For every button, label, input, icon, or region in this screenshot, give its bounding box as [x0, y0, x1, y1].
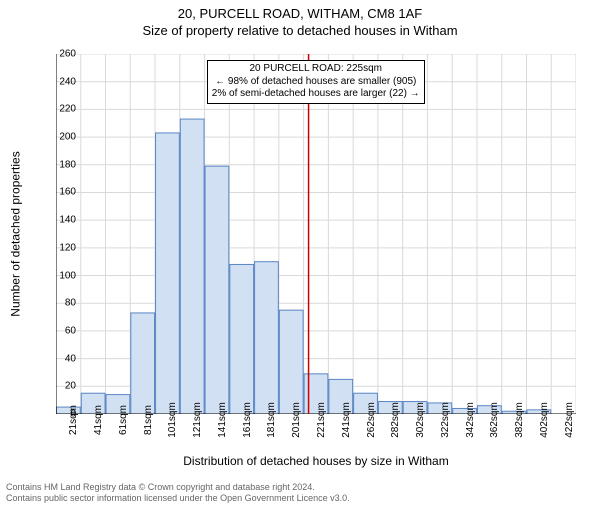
x-tick: 221sqm — [316, 402, 327, 438]
marker-annotation: 20 PURCELL ROAD: 225sqm← 98% of detached… — [207, 60, 425, 104]
x-tick: 302sqm — [415, 402, 426, 438]
y-tick: 200 — [48, 132, 76, 143]
footer-attribution: Contains HM Land Registry data © Crown c… — [6, 482, 350, 504]
y-tick: 260 — [48, 49, 76, 60]
histogram-chart: 20 PURCELL ROAD: 225sqm← 98% of detached… — [56, 54, 576, 414]
x-tick: 241sqm — [341, 402, 352, 438]
y-tick: 20 — [48, 381, 76, 392]
y-tick: 80 — [48, 298, 76, 309]
histogram-svg — [56, 54, 576, 414]
y-tick: 60 — [48, 325, 76, 336]
x-tick: 81sqm — [143, 405, 154, 435]
annotation-line: 2% of semi-detached houses are larger (2… — [212, 88, 420, 101]
y-tick: 180 — [48, 159, 76, 170]
x-tick: 342sqm — [465, 402, 476, 438]
x-tick: 422sqm — [564, 402, 575, 438]
x-tick: 61sqm — [118, 405, 129, 435]
footer-line1: Contains HM Land Registry data © Crown c… — [6, 482, 350, 493]
x-tick: 101sqm — [167, 402, 178, 438]
x-axis-label: Distribution of detached houses by size … — [56, 454, 576, 468]
x-tick: 362sqm — [489, 402, 500, 438]
x-tick: 282sqm — [390, 402, 401, 438]
y-tick: 140 — [48, 215, 76, 226]
y-tick: 40 — [48, 353, 76, 364]
page-title: 20, PURCELL ROAD, WITHAM, CM8 1AF — [0, 6, 600, 21]
x-tick: 322sqm — [440, 402, 451, 438]
y-tick: 120 — [48, 242, 76, 253]
x-tick: 382sqm — [514, 402, 525, 438]
annotation-line: 20 PURCELL ROAD: 225sqm — [212, 63, 420, 76]
y-tick: 160 — [48, 187, 76, 198]
x-tick: 262sqm — [366, 402, 377, 438]
page-subtitle: Size of property relative to detached ho… — [0, 23, 600, 38]
x-tick: 121sqm — [192, 402, 203, 438]
x-tick: 402sqm — [539, 402, 550, 438]
y-tick: 100 — [48, 270, 76, 281]
y-tick: 240 — [48, 76, 76, 87]
x-tick: 41sqm — [93, 405, 104, 435]
footer-line2: Contains public sector information licen… — [6, 493, 350, 504]
x-tick: 141sqm — [217, 402, 228, 438]
x-tick: 21sqm — [68, 405, 79, 435]
x-tick: 201sqm — [291, 402, 302, 438]
y-axis-label: Number of detached properties — [8, 54, 24, 414]
x-tick: 161sqm — [242, 402, 253, 438]
x-tick: 181sqm — [266, 402, 277, 438]
y-tick: 220 — [48, 104, 76, 115]
annotation-line: ← 98% of detached houses are smaller (90… — [212, 76, 420, 89]
